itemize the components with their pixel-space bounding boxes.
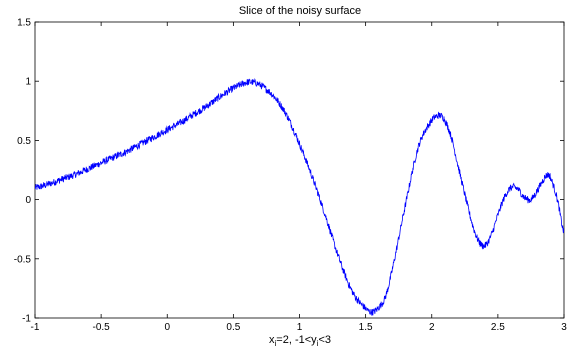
chart-title: Slice of the noisy surface <box>239 5 361 17</box>
x-tick-label: 2.5 <box>491 322 505 333</box>
x-axis-label: xi=2, -1<yi<3 <box>269 334 331 348</box>
x-tick-label: -0.5 <box>93 322 111 333</box>
x-tick-label: 0 <box>164 322 170 333</box>
axis-ticks: -1 -0.5 0 0.5 1 1.5 2 2.5 3 -1 -0.5 0 0.5 1 1.5 <box>14 18 567 334</box>
x-tick-label: 2 <box>429 322 435 333</box>
x-axis-label-sub-b: i <box>317 339 319 348</box>
x-tick-label: -1 <box>31 322 40 333</box>
x-axis-label-part-c: <3 <box>318 334 331 346</box>
y-tick-label: 1 <box>25 77 31 88</box>
x-tick-label: 1 <box>297 322 303 333</box>
y-tick-label: -1 <box>22 314 31 325</box>
x-tick-label: 1.5 <box>359 322 373 333</box>
data-series-line <box>35 78 564 316</box>
y-tick-label: 1.5 <box>17 18 31 29</box>
x-axis-label-part-a: x <box>269 334 275 346</box>
y-tick-label: -0.5 <box>14 254 32 265</box>
y-tick-label: 0.5 <box>17 136 31 147</box>
x-axis-label-part-b: =2, -1<y <box>276 334 317 346</box>
y-tick-label: 0 <box>25 195 31 206</box>
plot-area <box>34 21 565 319</box>
x-tick-label: 3 <box>561 322 567 333</box>
x-tick-label: 0.5 <box>226 322 240 333</box>
x-axis-label-sub-a: i <box>275 339 277 348</box>
